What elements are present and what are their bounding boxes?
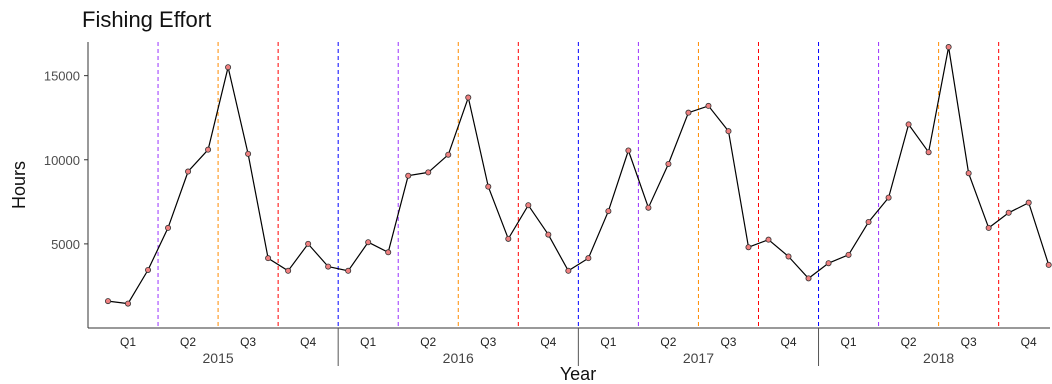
- quarter-label: Q3: [720, 335, 736, 349]
- data-point: [465, 94, 472, 101]
- data-point: [685, 109, 692, 116]
- quarter-label: Q4: [1021, 335, 1037, 349]
- data-point: [285, 267, 292, 274]
- data-point: [305, 240, 312, 247]
- data-point: [985, 224, 992, 231]
- data-point: [105, 298, 112, 305]
- quarter-label: Q3: [961, 335, 977, 349]
- year-divider-ticks: [337, 328, 820, 366]
- data-point: [225, 64, 232, 71]
- data-point: [145, 266, 152, 273]
- data-point: [925, 149, 932, 156]
- data-point: [185, 168, 192, 175]
- data-point: [705, 102, 712, 109]
- data-point: [945, 44, 952, 51]
- data-point: [605, 208, 612, 215]
- data-point: [365, 239, 372, 246]
- quarter-label: Q4: [300, 335, 316, 349]
- y-axis-ticks: 5000 10000 15000: [44, 69, 88, 252]
- year-label: 2018: [923, 350, 954, 366]
- quarter-label: Q3: [240, 335, 256, 349]
- quarter-label: Q4: [540, 335, 556, 349]
- data-point: [665, 160, 672, 167]
- x-axis-labels: Q1 Q2 Q3 Q4 2015 Q1 Q2 Q3 Q4 2016 Q1 Q2 Q3 Q4 2017 Q1 Q2…: [120, 335, 1037, 366]
- data-point: [545, 231, 552, 238]
- data-point: [245, 150, 252, 157]
- series-line: [107, 46, 1050, 305]
- data-point: [505, 235, 512, 242]
- data-point: [865, 219, 872, 226]
- quarter-label: Q2: [420, 335, 436, 349]
- data-point: [205, 146, 212, 153]
- data-point: [1025, 199, 1032, 206]
- data-point: [585, 255, 592, 262]
- y-tick-label: 5000: [51, 237, 80, 252]
- data-point: [345, 267, 352, 274]
- data-point: [745, 244, 752, 251]
- data-point: [765, 236, 772, 243]
- data-point: [965, 170, 972, 177]
- data-point: [165, 224, 172, 231]
- x-axis-label: Year: [560, 364, 596, 384]
- data-point: [525, 202, 532, 209]
- data-point: [905, 121, 912, 128]
- quarter-label: Q1: [360, 335, 376, 349]
- quarter-label: Q2: [901, 335, 917, 349]
- data-point: [805, 275, 812, 282]
- quarter-label: Q1: [600, 335, 616, 349]
- data-point: [625, 147, 632, 154]
- data-point: [485, 183, 492, 190]
- data-points: [105, 44, 1052, 307]
- data-point: [785, 253, 792, 260]
- data-point: [325, 263, 332, 270]
- data-point: [645, 204, 652, 211]
- y-tick-label: 10000: [44, 153, 80, 168]
- year-label: 2016: [443, 350, 474, 366]
- data-point: [265, 255, 272, 262]
- quarter-divider-lines: [157, 42, 1000, 328]
- chart-title: Fishing Effort: [82, 7, 211, 32]
- data-point: [1045, 261, 1052, 268]
- year-label: 2017: [683, 350, 714, 366]
- data-point: [425, 169, 432, 176]
- data-point: [825, 260, 832, 267]
- quarter-label: Q4: [781, 335, 797, 349]
- data-point: [845, 251, 852, 258]
- data-point: [565, 267, 572, 274]
- quarter-label: Q1: [120, 335, 136, 349]
- y-tick-label: 15000: [44, 69, 80, 84]
- data-point: [385, 249, 392, 256]
- quarter-label: Q1: [841, 335, 857, 349]
- data-point: [445, 151, 452, 158]
- quarter-label: Q2: [660, 335, 676, 349]
- data-point: [1005, 209, 1012, 216]
- data-point: [725, 128, 732, 135]
- data-point: [125, 300, 132, 307]
- data-point: [885, 194, 892, 201]
- quarter-label: Q3: [480, 335, 496, 349]
- y-axis-label: Hours: [9, 161, 29, 209]
- quarter-label: Q2: [180, 335, 196, 349]
- data-point: [405, 172, 412, 179]
- year-label: 2015: [203, 350, 234, 366]
